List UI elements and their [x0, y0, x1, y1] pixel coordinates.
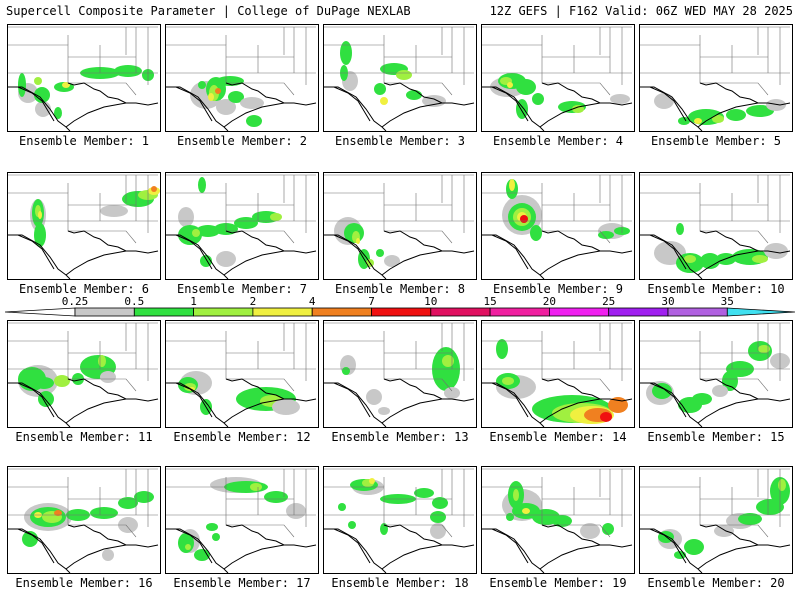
map-canvas: [640, 26, 791, 131]
map-canvas: [166, 174, 317, 279]
map-canvas: [324, 26, 475, 131]
run-info: 12Z GEFS | F162 Valid: 06Z WED MAY 28 20…: [489, 4, 793, 18]
map-canvas: [640, 174, 791, 279]
colorbar-segment: [726, 307, 795, 317]
colorbar-tick-label: 35: [720, 295, 734, 308]
ensemble-member-label: Ensemble Member: 11: [15, 430, 153, 444]
map-canvas: [8, 26, 159, 131]
ensemble-member-map-7: [165, 172, 319, 280]
ensemble-member-label: Ensemble Member: 1: [18, 134, 150, 148]
ensemble-member-map-3: [323, 24, 477, 132]
map-canvas: [482, 26, 633, 131]
ensemble-member-map-12: [165, 320, 319, 428]
ensemble-member-label: Ensemble Member: 7: [176, 282, 308, 296]
colorbar-tick-label: 20: [542, 295, 557, 308]
colorbar-segment: [133, 307, 195, 317]
map-canvas: [8, 322, 159, 427]
ensemble-member-map-17: [165, 466, 319, 574]
ensemble-member-map-18: [323, 466, 477, 574]
colorbar-segment: [549, 307, 610, 317]
ensemble-member-map-15: [639, 320, 793, 428]
map-canvas: [8, 174, 160, 279]
ensemble-member-label: Ensemble Member: 8: [334, 282, 466, 296]
colorbar-segment: [608, 307, 669, 317]
colorbar-segment: [252, 307, 313, 317]
colorbar-tick-label: 1: [190, 295, 197, 308]
ensemble-member-map-10: [639, 172, 793, 280]
ensemble-member-map-19: [481, 466, 635, 574]
colorbar-tick-label: 4: [308, 295, 316, 308]
ensemble-member-label: Ensemble Member: 16: [15, 576, 153, 590]
ensemble-member-map-14: [481, 320, 635, 428]
colorbar-segment: [193, 307, 254, 317]
map-canvas: [640, 468, 791, 573]
ensemble-member-label: Ensemble Member: 15: [647, 430, 785, 444]
ensemble-member-label: Ensemble Member: 5: [650, 134, 782, 148]
map-canvas: [482, 468, 633, 573]
ensemble-member-map-8: [323, 172, 477, 280]
colorbar-left-arrow: [5, 307, 76, 317]
colorbar-tick-label: 25: [602, 295, 616, 308]
colorbar-tick-label: 30: [661, 295, 675, 308]
colorbar-segment: [74, 307, 135, 317]
ensemble-member-label: Ensemble Member: 6: [18, 282, 150, 296]
ensemble-member-label: Ensemble Member: 3: [334, 134, 466, 148]
ensemble-member-label: Ensemble Member: 18: [331, 576, 469, 590]
colorbar-segment: [430, 307, 491, 317]
ensemble-member-map-1: [7, 24, 161, 132]
colorbar-tick-label: 10: [424, 295, 438, 308]
ensemble-member-label: Ensemble Member: 2: [176, 134, 308, 148]
ensemble-member-map-5: [639, 24, 793, 132]
map-canvas: [8, 468, 159, 573]
ensemble-member-map-11: [7, 320, 161, 428]
ensemble-member-label: Ensemble Member: 17: [173, 576, 311, 590]
ensemble-member-label: Ensemble Member: 20: [647, 576, 785, 590]
map-canvas: [166, 322, 317, 427]
ensemble-member-map-20: [639, 466, 793, 574]
ensemble-member-map-16: [7, 466, 161, 574]
ensemble-member-map-13: [323, 320, 477, 428]
map-canvas: [482, 322, 633, 427]
ensemble-member-label: Ensemble Member: 12: [173, 430, 311, 444]
ensemble-member-map-9: [481, 172, 635, 280]
ensemble-member-label: Ensemble Member: 13: [331, 430, 469, 444]
colorbar-segment: [311, 307, 372, 317]
map-canvas: [324, 468, 475, 573]
colorbar-segment: [667, 307, 728, 317]
ensemble-member-map-2: [165, 24, 319, 132]
colorbar: [5, 307, 795, 317]
ensemble-member-label: Ensemble Member: 19: [489, 576, 627, 590]
map-canvas: [482, 174, 633, 279]
ensemble-member-label: Ensemble Member: 4: [492, 134, 624, 148]
map-canvas: [324, 174, 475, 279]
colorbar-tick-label: 2: [249, 295, 257, 308]
colorbar-segment: [489, 307, 550, 317]
map-canvas: [324, 322, 475, 427]
colorbar-tick-label: 15: [483, 295, 497, 308]
ensemble-member-map-6: [7, 172, 161, 280]
colorbar-tick-label: 0.5: [124, 295, 145, 308]
chart-title: Supercell Composite Parameter | College …: [6, 4, 411, 18]
ensemble-member-label: Ensemble Member: 9: [492, 282, 624, 296]
ensemble-member-label: Ensemble Member: 14: [489, 430, 627, 444]
map-canvas: [640, 322, 791, 427]
map-canvas: [166, 468, 317, 573]
colorbar-tick-label: 7: [368, 295, 375, 308]
ensemble-member-label: Ensemble Member: 10: [647, 282, 785, 296]
ensemble-member-map-4: [481, 24, 635, 132]
colorbar-segment: [371, 307, 432, 317]
colorbar-tick-label: 0.25: [61, 295, 89, 308]
map-canvas: [166, 26, 317, 131]
